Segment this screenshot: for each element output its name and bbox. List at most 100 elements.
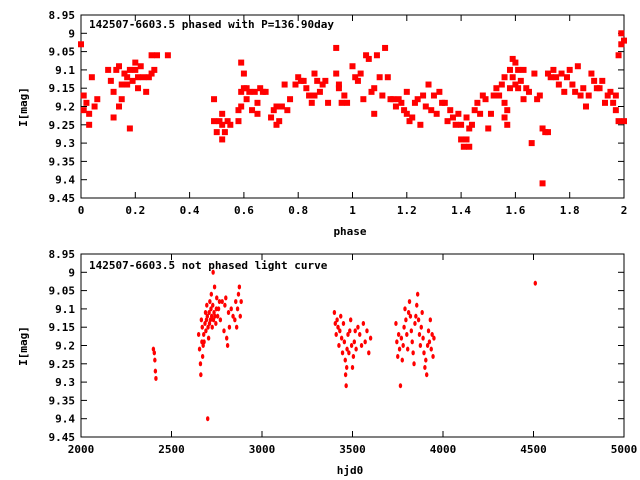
unphased-data-point [224, 295, 228, 301]
unphased-data-point [416, 317, 421, 323]
unphased-data-point [425, 372, 429, 378]
unphased-data-point [411, 350, 415, 356]
phased-data-point [558, 70, 565, 77]
phased-data-point [580, 85, 587, 92]
unphased-plot-ticks: 2000 2500 3000 3500 4000 4500 5000 8.95 9 9.05 9.1… [49, 248, 638, 456]
phased-plot-xlabel: phase [333, 225, 366, 238]
unphased-data-point [204, 328, 208, 334]
phased-data-point [610, 99, 617, 106]
unphased-data-point [199, 372, 203, 378]
phased-data-point [390, 96, 397, 103]
unphased-data-point [205, 302, 209, 308]
unphased-ytick-label: 9.2 [55, 340, 75, 353]
unphased-ytick-label: 9.25 [49, 358, 76, 371]
phased-xtick-label: 1 [349, 204, 356, 217]
phased-data-point [94, 96, 101, 103]
phased-data-point [403, 88, 410, 95]
phased-data-point [515, 85, 522, 92]
phased-data-point [517, 77, 524, 84]
unphased-data-point [213, 313, 217, 319]
unphased-data-point [423, 364, 427, 370]
phased-data-point [126, 66, 133, 73]
phased-data-point [118, 96, 125, 103]
phased-data-point [525, 88, 532, 95]
unphased-data-point [211, 269, 215, 275]
phased-plot-panel: 0 0.2 0.4 0.6 0.8 1 1.2 1.4 1.6 1.8 2 8.95 9 9.05 9.1 9… [17, 9, 627, 238]
phased-data-point [249, 107, 256, 114]
unphased-data-point [430, 332, 434, 338]
unphased-plot-ylabel: I[mag] [17, 326, 30, 366]
phased-data-point [596, 85, 603, 92]
phased-data-point [303, 85, 310, 92]
phased-data-point [591, 77, 598, 84]
unphased-data-point [233, 317, 237, 323]
unphased-data-point [358, 332, 362, 338]
phased-plot-ticks: 0 0.2 0.4 0.6 0.8 1 1.2 1.4 1.6 1.8 2 8.95 9 9.05 9.1 9… [49, 9, 628, 217]
phased-ytick-label: 8.95 [49, 9, 76, 22]
phased-data-point [615, 52, 622, 59]
unphased-data-point [365, 328, 369, 334]
phased-data-point [216, 118, 223, 125]
phased-data-point [121, 70, 128, 77]
unphased-data-point [422, 350, 426, 356]
phased-xtick-label: 0.8 [288, 204, 308, 217]
phased-data-point [452, 121, 459, 128]
unphased-ytick-label: 9.45 [49, 431, 76, 444]
unphased-data-point [200, 324, 204, 330]
phased-data-point [135, 74, 142, 81]
phased-data-point [78, 41, 84, 48]
phased-data-point [80, 92, 87, 99]
unphased-ytick-label: 9.35 [49, 394, 76, 407]
phased-data-point [504, 107, 511, 114]
phased-data-point [539, 180, 546, 187]
unphased-data-point [356, 324, 360, 330]
phased-data-point [498, 81, 505, 88]
phased-xtick-label: 1.4 [451, 204, 471, 217]
unphased-data-point [399, 335, 404, 341]
phased-xtick-label: 0.2 [125, 204, 145, 217]
phased-data-point [86, 110, 93, 117]
unphased-data-point [196, 332, 201, 338]
unphased-data-point [425, 343, 430, 348]
unphased-data-point [415, 291, 420, 297]
unphased-plot-xlabel: hjd0 [337, 464, 364, 477]
phased-ytick-label: 9.1 [55, 64, 75, 77]
unphased-data-point [407, 299, 412, 305]
unphased-data-point [223, 302, 227, 308]
phased-data-point [599, 77, 606, 84]
phased-data-point [406, 118, 413, 125]
unphased-data-point [397, 346, 402, 352]
phased-data-point [528, 140, 535, 147]
phased-ytick-label: 9.05 [49, 46, 76, 59]
unphased-data-point [418, 343, 423, 348]
phased-data-point [322, 77, 329, 84]
unphased-data-point [206, 335, 211, 341]
unphased-data-point [234, 324, 239, 330]
phased-data-point [574, 63, 581, 70]
phased-data-point [433, 110, 440, 117]
phased-data-point [612, 92, 619, 99]
unphased-xtick-label: 3500 [339, 443, 366, 456]
phased-data-point [618, 41, 625, 48]
phased-data-point [349, 63, 356, 70]
phased-data-point [485, 125, 492, 132]
phased-data-point [308, 99, 315, 106]
phased-data-point [403, 110, 410, 117]
phased-data-point [335, 81, 342, 88]
unphased-data-point [345, 346, 349, 352]
phased-data-point [254, 99, 261, 106]
phased-data-point [246, 88, 253, 95]
unphased-data-point [203, 310, 208, 316]
unphased-data-point [206, 324, 210, 330]
phased-data-point [116, 103, 123, 110]
phased-data-point [471, 107, 478, 114]
unphased-ytick-label: 9.4 [55, 413, 75, 426]
unphased-data-point [334, 332, 338, 338]
phased-data-point [373, 52, 380, 59]
phased-data-point [468, 121, 475, 128]
phased-data-point [493, 85, 500, 92]
phased-data-point [273, 103, 280, 110]
unphased-data-point [333, 321, 338, 327]
phased-data-point [325, 99, 332, 106]
phased-data-point [251, 88, 258, 95]
